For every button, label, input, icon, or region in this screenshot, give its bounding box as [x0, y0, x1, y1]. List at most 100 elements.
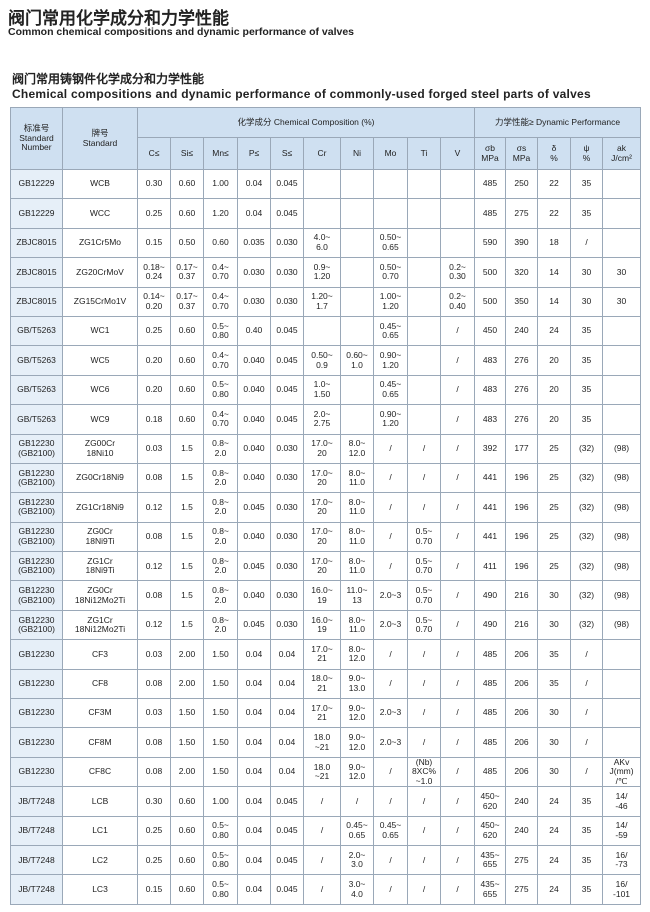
- table-cell: 0.030: [237, 257, 271, 288]
- table-cell: 500: [474, 286, 507, 317]
- table-cell: 1.5: [170, 462, 204, 494]
- table-cell: ZG15CrMo1V: [62, 286, 138, 317]
- table-cell: [602, 668, 642, 700]
- table-cell: 17.0~ 20: [303, 551, 341, 582]
- table-cell: 0.8~ 2.0: [203, 551, 238, 582]
- table-cell: CF3M: [62, 698, 138, 729]
- table-cell: [602, 639, 642, 670]
- table-cell: (32): [570, 521, 604, 553]
- table-cell: [340, 404, 374, 435]
- table-cell: WCC: [62, 198, 138, 229]
- page-title: 阀门常用化学成分和力学性能: [8, 9, 229, 29]
- table-cell: [340, 374, 374, 406]
- table-cell: 0.18~ 0.24: [137, 257, 171, 288]
- table-cell: 485: [474, 698, 507, 729]
- table-cell: 0.5~ 0.80: [203, 374, 238, 406]
- table-cell: 441: [474, 462, 507, 494]
- table-cell: /: [373, 639, 408, 670]
- table-cell: 450~ 620: [474, 786, 507, 817]
- table-cell: 0.045: [270, 874, 304, 905]
- table-cell: 0.045: [270, 815, 304, 847]
- table-cell: 1.20: [203, 198, 238, 229]
- table-row: GB/T5263 WC9 0.18 0.60 0.4~ 0.70 0.040 0.045 2.…: [10, 404, 642, 435]
- table-cell: 4.0~ 6.0: [303, 227, 341, 259]
- table-cell: GB/T5263: [10, 374, 63, 406]
- table-cell: 0.8~ 2.0: [203, 521, 238, 553]
- table-cell: 0.04: [237, 874, 271, 905]
- table-cell: 0.040: [237, 374, 271, 406]
- table-cell: WC5: [62, 345, 138, 376]
- table-cell: [407, 345, 441, 376]
- table-cell: 35: [570, 345, 604, 376]
- table-cell: 0.45~ 0.65: [373, 315, 408, 347]
- table-row: GB12230 (GB2100) ZG1Cr18Ni9 0.12 1.5 0.8~ 2.…: [10, 492, 642, 523]
- table-row: JB/T7248 LC2 0.25 0.60 0.5~ 0.80 0.04 0.045/2.…: [10, 845, 642, 876]
- table-cell: LC3: [62, 874, 138, 905]
- table-cell: /: [340, 786, 374, 817]
- table-cell: 196: [505, 521, 539, 553]
- table-cell: [602, 727, 642, 758]
- header-cell: ak J/cm²: [602, 137, 642, 170]
- table-cell: /: [373, 521, 408, 553]
- table-cell: 0.03: [137, 698, 171, 729]
- table-cell: 24: [537, 315, 572, 347]
- table-cell: 275: [505, 874, 539, 905]
- table-cell: 350: [505, 286, 539, 317]
- table-cell: ZBJC8015: [10, 227, 63, 259]
- table-cell: 0.30: [137, 786, 171, 817]
- table-cell: /: [407, 639, 441, 670]
- table-cell: GB12230: [10, 756, 63, 788]
- table-row: GB/T5263 WC1 0.25 0.60 0.5~ 0.80 0.40 0.045 0.4…: [10, 315, 642, 347]
- table-cell: 35: [570, 815, 604, 847]
- table-cell: /: [303, 786, 341, 817]
- table-cell: 0.17~ 0.37: [170, 286, 204, 317]
- table-cell: 0.040: [237, 345, 271, 376]
- table-cell: 0.4~ 0.70: [203, 404, 238, 435]
- table-cell: /: [439, 756, 476, 788]
- table-cell: GB12230: [10, 727, 63, 758]
- table-cell: 0.25: [137, 845, 171, 876]
- table-cell: /: [373, 756, 408, 788]
- table-cell: 35: [570, 874, 604, 905]
- header-cell: Si≤: [170, 137, 204, 170]
- table-cell: 0.60: [170, 404, 204, 435]
- table-row: GB12230 (GB2100) ZG00Cr 18Ni10 0.03 1.5 0.8~…: [10, 433, 642, 464]
- table-cell: 35: [570, 845, 604, 876]
- table-cell: 0.50~ 0.70: [373, 257, 408, 288]
- table-cell: /: [439, 815, 476, 847]
- table-cell: /: [407, 492, 441, 523]
- table-cell: 1.20~ 1.7: [303, 286, 341, 317]
- table-cell: /: [373, 668, 408, 700]
- table-row: JB/T7248 LC1 0.25 0.60 0.5~ 0.80 0.04 0.045/0.…: [10, 815, 642, 847]
- table-cell: 24: [537, 815, 572, 847]
- table-row: ZBJC8015 ZG15CrMo1V 0.14~ 0.20 0.17~ 0.37 0.…: [10, 286, 642, 317]
- table-cell: 485: [474, 668, 507, 700]
- table-cell: /: [407, 727, 441, 758]
- header-cell: C≤: [137, 137, 171, 170]
- table-cell: 483: [474, 374, 507, 406]
- table-cell: 0.04: [237, 727, 271, 758]
- table-cell: JB/T7248: [10, 845, 63, 876]
- table-cell: 1.00: [203, 168, 238, 200]
- table-cell: /: [439, 492, 476, 523]
- table-cell: 8.0~ 12.0: [340, 639, 374, 670]
- table-cell: ZBJC8015: [10, 257, 63, 288]
- table-cell: 2.00: [170, 668, 204, 700]
- table-cell: 1.50: [170, 727, 204, 758]
- table-cell: 0.03: [137, 639, 171, 670]
- table-cell: ZG1Cr18Ni9: [62, 492, 138, 523]
- table-cell: 3.0~ 4.0: [340, 874, 374, 905]
- table-cell: 485: [474, 756, 507, 788]
- table-cell: 0.030: [270, 551, 304, 582]
- table-cell: 0.030: [270, 257, 304, 288]
- table-cell: /: [439, 433, 476, 464]
- table-cell: 2.0~3: [373, 580, 408, 611]
- table-cell: WC6: [62, 374, 138, 406]
- table-cell: 441: [474, 492, 507, 523]
- table-cell: 0.18: [137, 404, 171, 435]
- table-cell: 0.8~ 2.0: [203, 462, 238, 494]
- table-cell: /: [407, 845, 441, 876]
- table-cell: 0.45~ 0.65: [373, 815, 408, 847]
- table-cell: /: [439, 609, 476, 641]
- table-cell: /: [373, 874, 408, 905]
